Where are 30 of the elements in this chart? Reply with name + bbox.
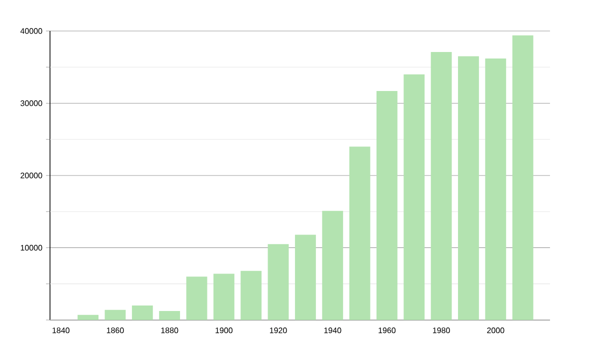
x-tick-label: 1980 [433, 328, 450, 334]
bar [404, 74, 425, 320]
y-tick-label: 40000 [20, 28, 42, 34]
bar [268, 244, 289, 320]
bar [349, 146, 370, 320]
bar [240, 270, 262, 320]
bar [512, 35, 534, 320]
bar [78, 314, 99, 320]
x-tick-label: 1900 [216, 328, 232, 334]
x-tick-label: 1940 [324, 328, 342, 334]
bar [322, 210, 344, 320]
bar [430, 52, 452, 320]
bar [458, 56, 479, 320]
bar [294, 234, 316, 320]
x-tick-label: 2000 [487, 328, 504, 334]
bar [186, 276, 208, 320]
bar [104, 310, 126, 320]
y-tick-label: 10000 [20, 244, 42, 251]
x-tick-label: 1860 [106, 328, 124, 334]
bar [213, 274, 234, 320]
bar [159, 310, 180, 320]
y-tick-label: 20000 [20, 172, 42, 178]
x-tick-label: 1840 [52, 328, 70, 334]
bar [376, 90, 398, 320]
x-tick-label: 1960 [378, 328, 396, 334]
x-tick-label: 1880 [161, 328, 178, 334]
y-tick-label: 30000 [20, 100, 42, 106]
bar [485, 58, 506, 320]
x-tick-label: 1920 [270, 328, 287, 334]
bar [132, 306, 153, 320]
